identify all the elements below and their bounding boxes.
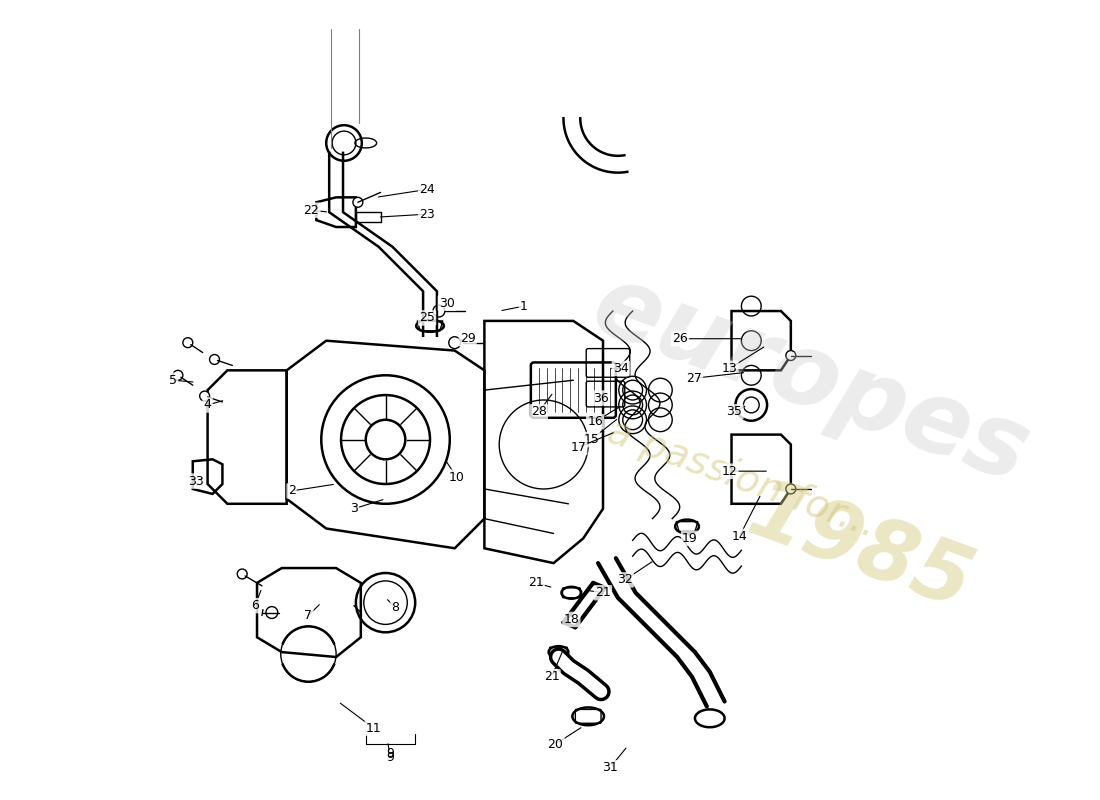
Text: 36: 36 <box>593 391 609 405</box>
Text: 1985: 1985 <box>737 470 983 626</box>
Circle shape <box>266 606 278 618</box>
Text: 7: 7 <box>305 609 312 622</box>
Text: 20: 20 <box>548 738 563 750</box>
Text: 32: 32 <box>617 574 632 586</box>
Text: 6: 6 <box>251 599 258 612</box>
Text: 34: 34 <box>613 362 629 375</box>
Text: 21: 21 <box>543 670 560 683</box>
Text: 13: 13 <box>722 362 737 375</box>
Text: 14: 14 <box>732 530 747 543</box>
Text: a passion for...: a passion for... <box>602 413 881 546</box>
Circle shape <box>183 338 192 348</box>
Text: 4: 4 <box>204 398 211 411</box>
Text: 12: 12 <box>722 465 737 478</box>
Text: 26: 26 <box>672 332 688 346</box>
Text: 19: 19 <box>682 532 697 545</box>
Text: 24: 24 <box>419 183 435 196</box>
Circle shape <box>353 198 363 207</box>
Text: 25: 25 <box>419 311 435 325</box>
Circle shape <box>785 350 795 361</box>
Text: 15: 15 <box>583 433 600 446</box>
Text: 9: 9 <box>386 751 395 764</box>
Circle shape <box>210 354 220 365</box>
Text: 9: 9 <box>386 747 395 760</box>
Text: 23: 23 <box>419 208 435 221</box>
Text: 3: 3 <box>350 502 358 515</box>
Text: 18: 18 <box>563 613 580 626</box>
Circle shape <box>433 305 444 317</box>
Text: 22: 22 <box>304 204 319 217</box>
Text: 11: 11 <box>366 722 382 734</box>
Text: 17: 17 <box>571 441 586 454</box>
Text: 28: 28 <box>531 406 547 418</box>
Text: 8: 8 <box>392 601 399 614</box>
Text: 21: 21 <box>595 586 610 599</box>
Text: 30: 30 <box>439 297 454 310</box>
Text: europes: europes <box>580 257 1042 504</box>
Text: 5: 5 <box>169 374 177 386</box>
Text: 21: 21 <box>528 576 543 590</box>
Text: 16: 16 <box>587 415 603 428</box>
Circle shape <box>449 337 461 349</box>
Circle shape <box>200 391 210 401</box>
Text: 29: 29 <box>460 332 475 346</box>
Text: 33: 33 <box>188 474 204 487</box>
Circle shape <box>173 370 183 380</box>
Text: 27: 27 <box>686 372 702 385</box>
Text: 10: 10 <box>449 470 464 484</box>
Circle shape <box>785 484 795 494</box>
Text: 2: 2 <box>288 485 296 498</box>
Text: 1: 1 <box>520 299 528 313</box>
Text: 35: 35 <box>726 406 742 418</box>
Text: 31: 31 <box>602 762 618 774</box>
Circle shape <box>238 569 248 579</box>
